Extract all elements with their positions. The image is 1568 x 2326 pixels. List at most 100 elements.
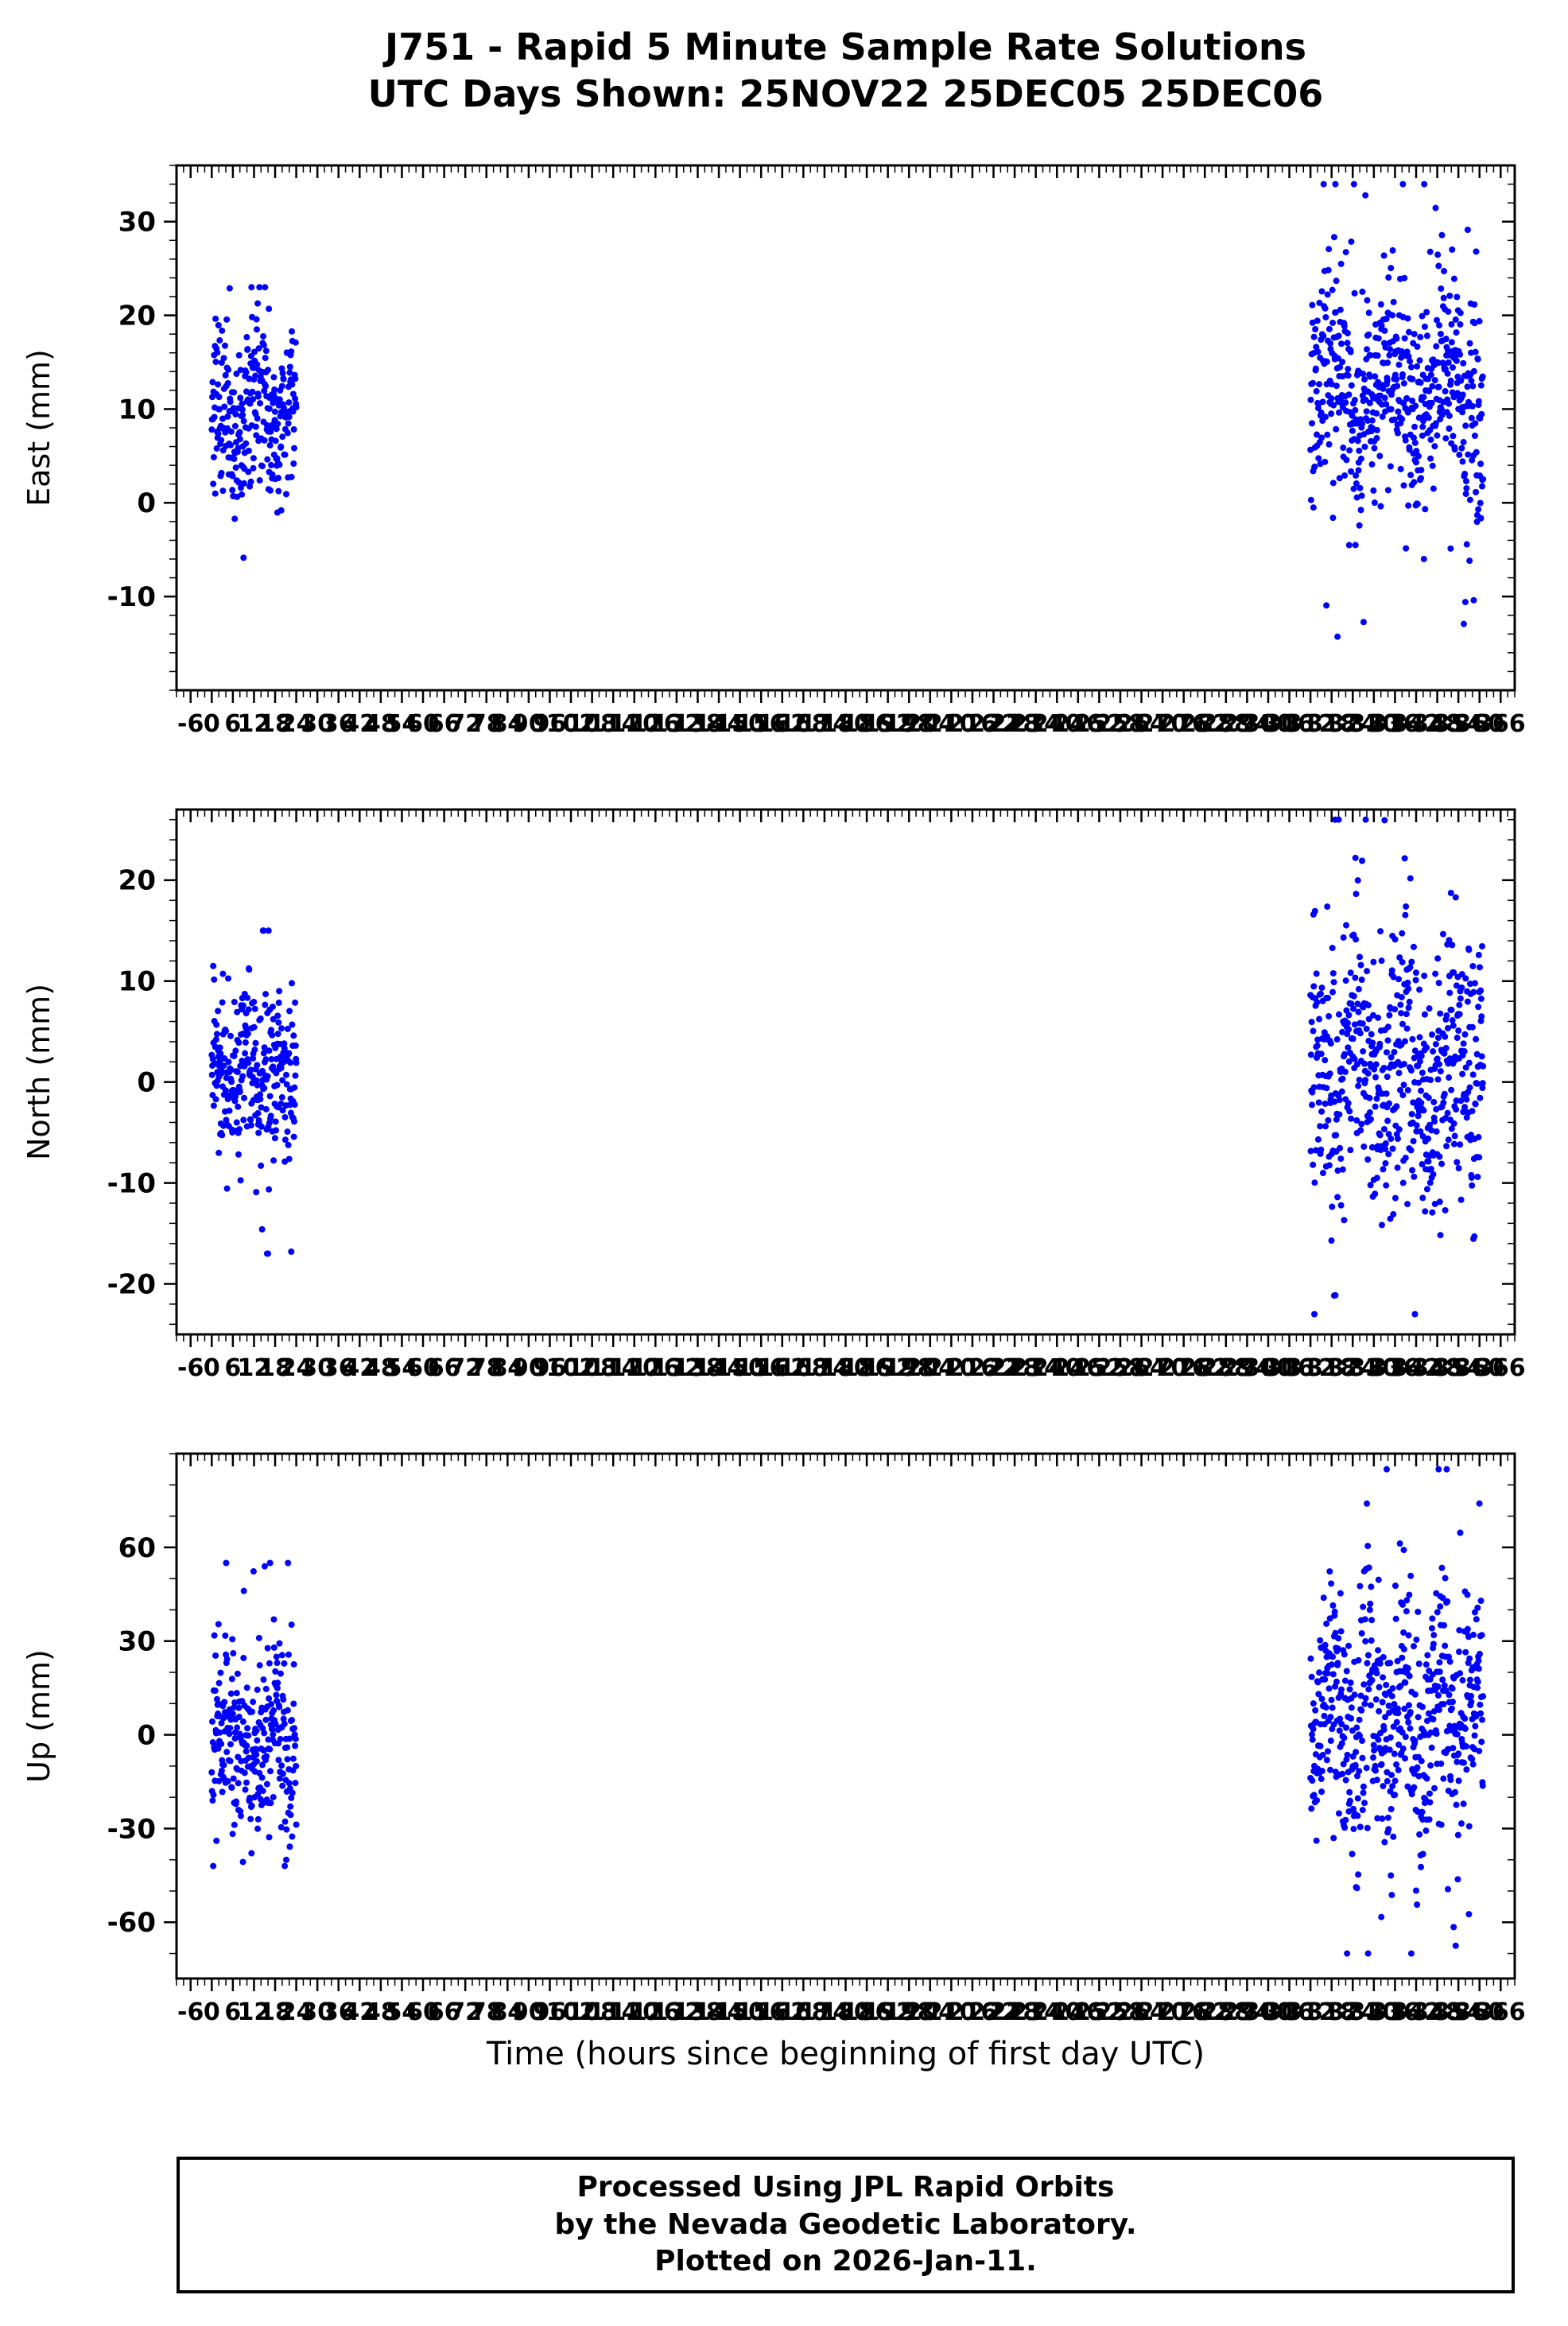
svg-text:294: 294 — [1222, 710, 1272, 738]
svg-text:138: 138 — [673, 1354, 723, 1382]
svg-text:282: 282 — [1180, 710, 1230, 738]
svg-text:282: 282 — [1180, 1354, 1230, 1382]
svg-text:258: 258 — [1096, 710, 1146, 738]
svg-text:252: 252 — [1074, 710, 1124, 738]
svg-text:30: 30 — [301, 1354, 334, 1382]
svg-text:108: 108 — [567, 1354, 617, 1382]
svg-text:312: 312 — [1286, 1998, 1336, 2026]
svg-text:342: 342 — [1391, 1354, 1442, 1382]
svg-text:120: 120 — [609, 710, 659, 738]
svg-text:42: 42 — [343, 1354, 376, 1382]
svg-text:42: 42 — [343, 1998, 376, 2026]
svg-text:108: 108 — [567, 710, 617, 738]
svg-text:240: 240 — [1032, 1354, 1082, 1382]
svg-text:336: 336 — [1370, 710, 1420, 738]
svg-text:336: 336 — [1370, 1998, 1420, 2026]
svg-text:10: 10 — [118, 394, 156, 425]
svg-text:318: 318 — [1306, 1998, 1356, 2026]
up-subplot: -6 0 6121824303642485460667278849096102108… — [21, 1452, 1526, 2026]
svg-text:162: 162 — [757, 1998, 807, 2026]
svg-text:258: 258 — [1096, 1354, 1146, 1382]
svg-text:-6: -6 — [177, 710, 204, 738]
svg-text:78: 78 — [470, 1998, 503, 2026]
svg-text:300: 300 — [1244, 1354, 1294, 1382]
svg-text:216: 216 — [948, 1998, 998, 2026]
svg-text:276: 276 — [1159, 1998, 1209, 2026]
svg-text:60: 60 — [406, 1354, 440, 1382]
svg-text:24: 24 — [280, 1998, 313, 2026]
svg-text:-6: -6 — [177, 1998, 204, 2026]
svg-text:Up (mm): Up (mm) — [21, 1649, 56, 1783]
svg-text:234: 234 — [1011, 1354, 1061, 1382]
svg-text:306: 306 — [1264, 1998, 1314, 2026]
svg-text:330: 330 — [1349, 710, 1399, 738]
svg-text:96: 96 — [534, 710, 567, 738]
svg-text:360: 360 — [1454, 1998, 1504, 2026]
svg-text:246: 246 — [1053, 1354, 1103, 1382]
svg-text:312: 312 — [1286, 1354, 1336, 1382]
svg-text:132: 132 — [652, 1998, 702, 2026]
svg-text:192: 192 — [863, 710, 913, 738]
svg-text:-30: -30 — [107, 1813, 156, 1845]
svg-text:186: 186 — [842, 710, 892, 738]
svg-text:300: 300 — [1244, 710, 1294, 738]
svg-text:114: 114 — [588, 710, 638, 738]
svg-text:264: 264 — [1116, 1354, 1166, 1382]
svg-text:144: 144 — [694, 1354, 744, 1382]
footer-box: Processed Using JPL Rapid Orbits by the … — [177, 2157, 1515, 2293]
svg-text:144: 144 — [694, 1998, 744, 2026]
svg-text:0: 0 — [137, 1719, 156, 1751]
svg-text:0: 0 — [204, 1354, 220, 1382]
svg-text:222: 222 — [968, 1354, 1019, 1382]
svg-text:24: 24 — [280, 710, 313, 738]
svg-text:192: 192 — [863, 1998, 913, 2026]
svg-text:246: 246 — [1053, 710, 1103, 738]
footer-line2: by the Nevada Geodetic Laboratory. — [554, 2208, 1137, 2241]
svg-text:342: 342 — [1391, 710, 1442, 738]
plot-title: J751 - Rapid 5 Minute Sample Rate Soluti… — [177, 24, 1515, 118]
svg-text:270: 270 — [1138, 710, 1188, 738]
svg-text:186: 186 — [842, 1998, 892, 2026]
svg-text:198: 198 — [884, 1998, 934, 2026]
svg-text:168: 168 — [778, 1998, 829, 2026]
svg-text:84: 84 — [491, 1998, 524, 2026]
svg-text:288: 288 — [1201, 710, 1252, 738]
svg-text:348: 348 — [1412, 710, 1462, 738]
svg-text:66: 66 — [428, 1998, 461, 2026]
svg-text:12: 12 — [238, 1998, 271, 2026]
svg-text:264: 264 — [1116, 710, 1166, 738]
svg-text:288: 288 — [1201, 1998, 1252, 2026]
svg-text:264: 264 — [1116, 1998, 1166, 2026]
svg-text:30: 30 — [301, 1998, 334, 2026]
svg-text:114: 114 — [588, 1998, 638, 2026]
svg-text:-20: -20 — [107, 1268, 156, 1300]
svg-text:120: 120 — [609, 1998, 659, 2026]
svg-text:354: 354 — [1434, 1998, 1484, 2026]
footer-line3: Plotted on 2026-Jan-11. — [654, 2245, 1037, 2278]
svg-text:156: 156 — [736, 1998, 786, 2026]
svg-text:162: 162 — [757, 1354, 807, 1382]
svg-text:48: 48 — [364, 1354, 398, 1382]
svg-text:132: 132 — [652, 1354, 702, 1382]
svg-text:360: 360 — [1454, 1354, 1504, 1382]
svg-text:318: 318 — [1306, 710, 1356, 738]
footer-line1: Processed Using JPL Rapid Orbits — [576, 2170, 1115, 2204]
svg-text:192: 192 — [863, 1354, 913, 1382]
svg-text:102: 102 — [546, 1998, 596, 2026]
svg-text:48: 48 — [364, 710, 398, 738]
svg-text:276: 276 — [1159, 710, 1209, 738]
svg-text:222: 222 — [968, 710, 1019, 738]
svg-text:246: 246 — [1053, 1998, 1103, 2026]
svg-text:324: 324 — [1328, 710, 1378, 738]
svg-text:234: 234 — [1011, 1998, 1061, 2026]
svg-text:East (mm): East (mm) — [21, 349, 56, 507]
svg-text:0: 0 — [204, 710, 220, 738]
svg-text:6: 6 — [224, 1998, 241, 2026]
svg-text:36: 36 — [322, 710, 355, 738]
svg-text:126: 126 — [631, 710, 681, 738]
svg-text:42: 42 — [343, 710, 376, 738]
svg-text:240: 240 — [1032, 710, 1082, 738]
svg-text:6: 6 — [224, 710, 241, 738]
svg-text:60: 60 — [118, 1532, 156, 1564]
svg-text:252: 252 — [1074, 1354, 1124, 1382]
